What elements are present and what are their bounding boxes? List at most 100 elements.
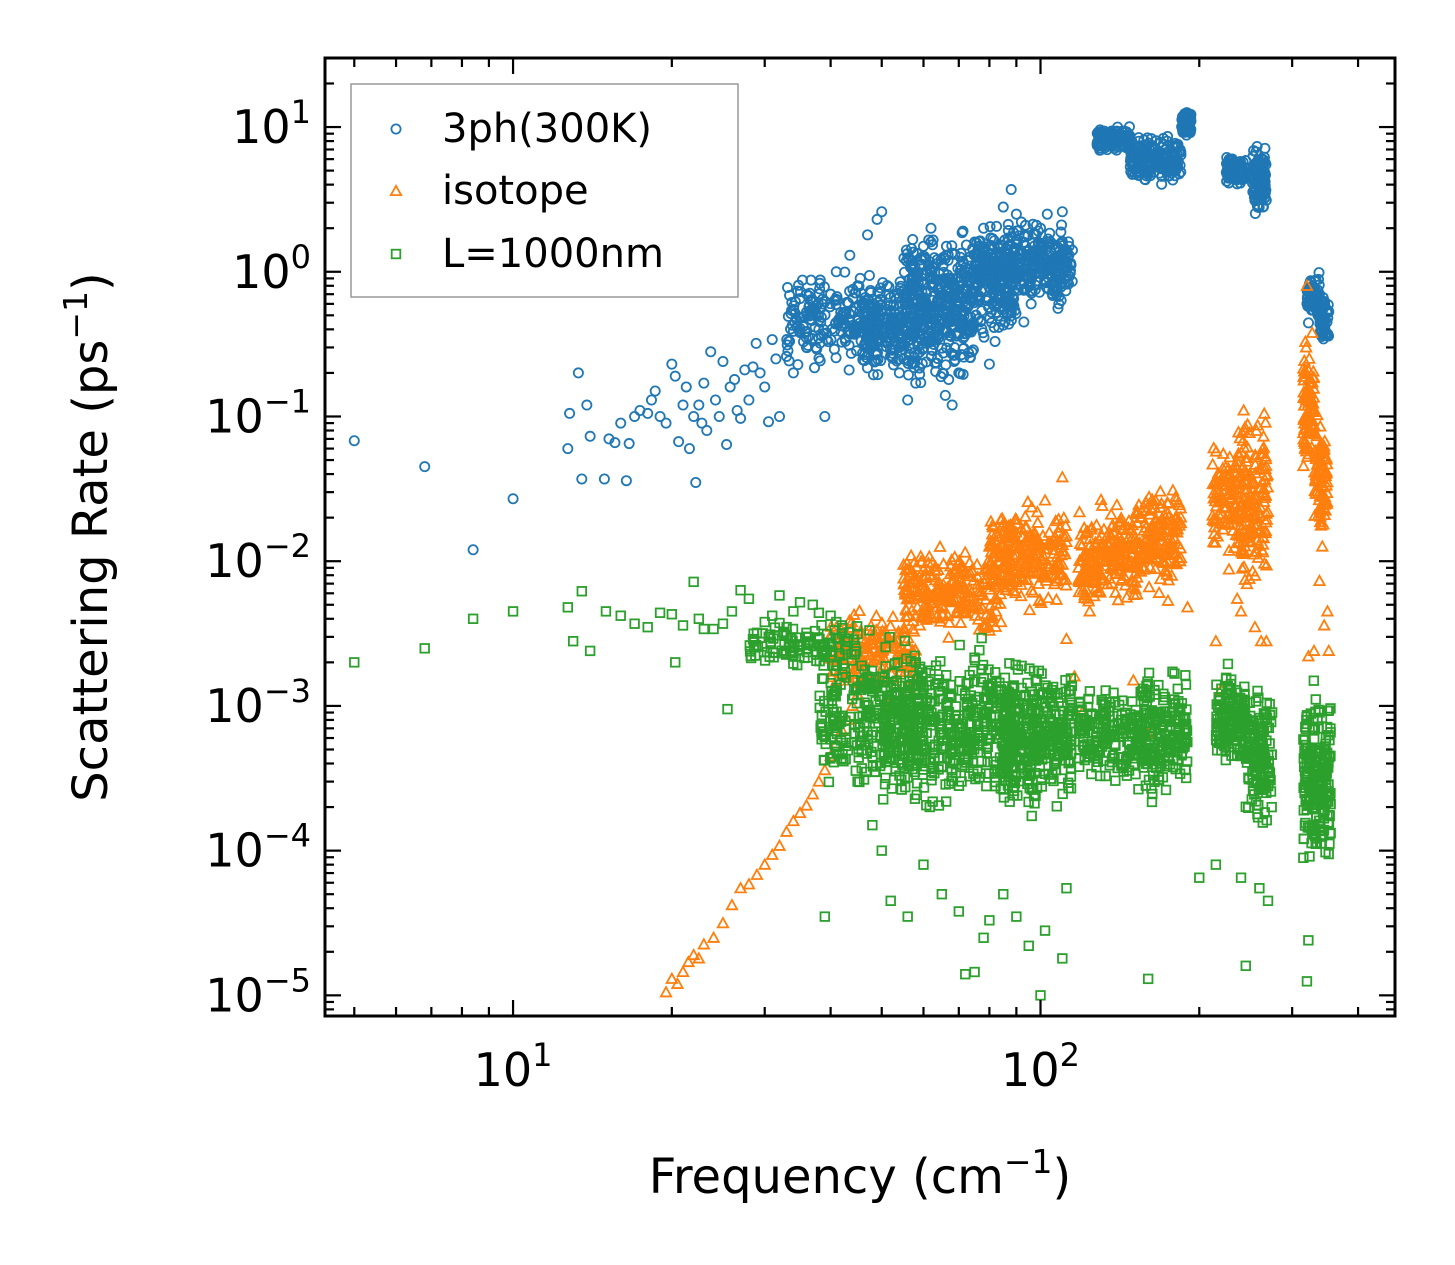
data-point [971, 585, 986, 598]
data-point [1185, 109, 1197, 121]
data-point [1093, 132, 1105, 144]
data-point [766, 334, 778, 346]
data-point [927, 587, 941, 600]
data-point [993, 529, 1007, 542]
data-point [1302, 363, 1316, 377]
data-point [1304, 417, 1319, 430]
data-point [1310, 407, 1325, 421]
data-point [1106, 526, 1121, 539]
data-point [1248, 519, 1262, 532]
data-point [828, 660, 839, 672]
data-point [743, 394, 755, 406]
data-point [1322, 643, 1336, 656]
data-point [924, 741, 936, 753]
data-point [1143, 507, 1157, 520]
data-point [1063, 783, 1074, 794]
data-point [1320, 475, 1334, 488]
data-point [1255, 192, 1267, 204]
data-point [818, 763, 832, 776]
data-point [1030, 505, 1045, 518]
data-point [809, 362, 821, 374]
data-point [794, 327, 806, 339]
data-point [1065, 771, 1077, 782]
data-point [1111, 593, 1125, 606]
data-point [1049, 592, 1064, 605]
data-point [1025, 298, 1037, 310]
data-point [1211, 507, 1226, 520]
data-point [1002, 570, 1016, 583]
data-point [1006, 280, 1018, 292]
data-point [880, 641, 891, 653]
data-point [1112, 121, 1124, 133]
data-point [1014, 521, 1029, 534]
data-point [1095, 571, 1109, 584]
data-point [1156, 528, 1170, 541]
data-point [981, 780, 992, 792]
data-point [1094, 538, 1108, 551]
data-point [666, 358, 678, 370]
data-point [1237, 482, 1251, 495]
data-point [765, 847, 779, 860]
data-point [1297, 353, 1312, 366]
data-point [957, 605, 971, 618]
data-point [1238, 539, 1252, 552]
data-point [1227, 540, 1241, 554]
data-point [973, 295, 985, 307]
data-point [1207, 477, 1222, 490]
data-point [800, 341, 812, 353]
data-point [973, 718, 984, 729]
data-point [905, 656, 916, 667]
data-point [1119, 136, 1131, 148]
data-point [904, 685, 915, 697]
data-point [1104, 535, 1118, 548]
data-point [980, 295, 992, 307]
data-point [807, 303, 819, 315]
data-point [1037, 717, 1048, 729]
data-point [867, 336, 879, 348]
data-point [988, 321, 1000, 333]
data-point [981, 743, 992, 755]
data-point [1250, 533, 1264, 546]
data-point [782, 345, 794, 357]
data-point [859, 644, 874, 657]
data-point [1161, 573, 1176, 586]
data-point [1174, 159, 1186, 171]
data-point [776, 645, 787, 656]
data-point [693, 399, 705, 411]
data-point [913, 717, 924, 728]
data-point [697, 937, 711, 950]
data-point [1015, 216, 1027, 228]
data-point [1240, 506, 1254, 519]
data-point [916, 275, 928, 287]
data-point [1007, 293, 1019, 305]
data-point [802, 339, 814, 351]
data-point [1005, 184, 1017, 196]
data-point [788, 658, 799, 669]
data-point [1226, 523, 1240, 536]
data-point [1167, 174, 1179, 186]
data-point [1084, 520, 1099, 533]
data-point [992, 545, 1006, 558]
data-point [954, 320, 966, 332]
data-point [849, 649, 860, 660]
data-point [850, 765, 861, 776]
data-point [1152, 529, 1166, 542]
data-point [954, 639, 965, 651]
data-point [806, 787, 820, 800]
data-point [978, 708, 989, 719]
data-point [1239, 454, 1254, 467]
data-point [1111, 550, 1126, 563]
data-point [882, 756, 893, 768]
data-point [1208, 535, 1223, 548]
data-point [816, 726, 827, 737]
data-point [908, 572, 922, 585]
data-point [1258, 490, 1272, 504]
data-point [1236, 459, 1250, 472]
data-point [926, 775, 937, 786]
data-point [1248, 620, 1262, 633]
data-point [581, 399, 593, 411]
data-point [721, 439, 733, 451]
data-point [925, 222, 937, 234]
data-point [943, 336, 955, 348]
data-point [918, 313, 930, 325]
